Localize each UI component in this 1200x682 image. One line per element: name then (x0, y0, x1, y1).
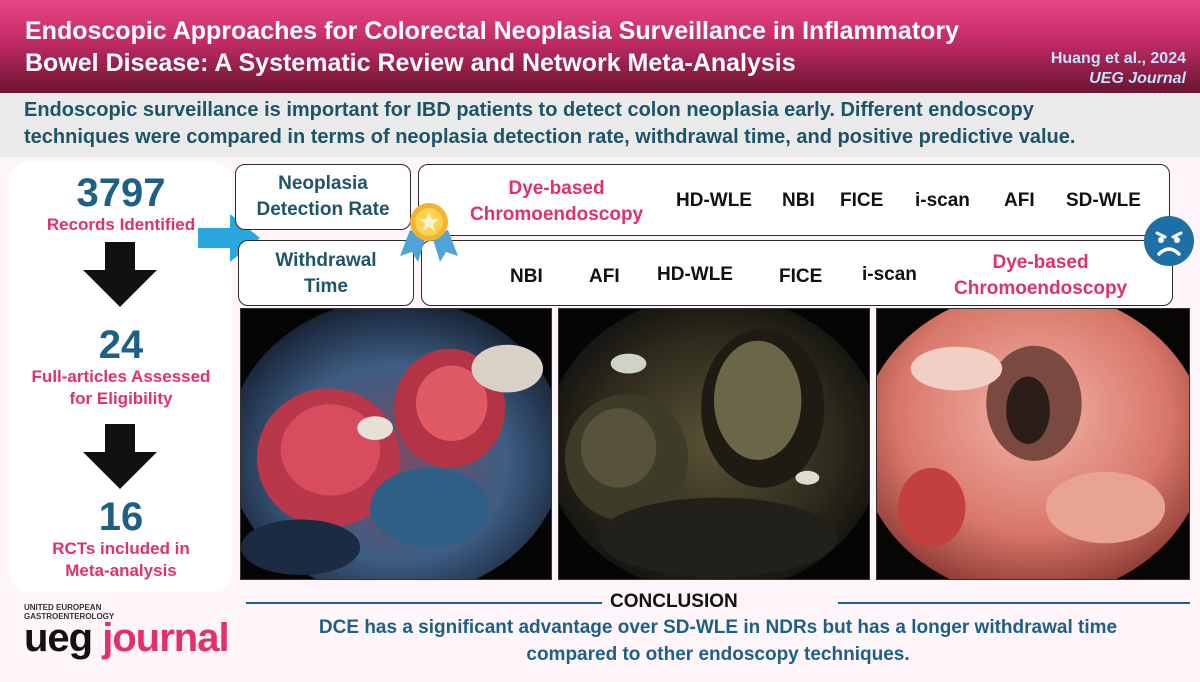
page-title: Endoscopic Approaches for Colorectal Neo… (25, 15, 1025, 79)
ndr-rank-2: HD-WLE (676, 190, 752, 211)
ndr-label-box: Neoplasia Detection Rate (235, 164, 411, 230)
endoscopy-photo-white-light (876, 308, 1190, 580)
records-count: 3797 (76, 171, 166, 215)
withdrawal-label-box: Withdrawal Time (238, 240, 414, 306)
ndr-rank-5: i-scan (915, 190, 970, 211)
logo-organization: UNITED EUROPEAN GASTROENTEROLOGY (24, 603, 114, 621)
withdrawal-rank-3: HD-WLE (657, 264, 733, 285)
title-line-2: Bowel Disease: A Systematic Review and N… (25, 49, 796, 77)
intro-line-1: Endoscopic surveillance is important for… (24, 99, 1034, 121)
flow-step-assessed: 24 Full-articles Assessed for Eligibilit… (10, 324, 232, 410)
citation: Huang et al., 2024 UEG Journal (1051, 49, 1186, 89)
assessed-label-1: Full-articles Assessed (31, 367, 211, 386)
conclusion-line-2: compared to other endoscopy techniques. (526, 644, 910, 665)
endoscopy-photo-nbi (558, 308, 870, 580)
withdrawal-rank-2: AFI (589, 266, 620, 287)
intro-line-2: techniques were compared in terms of neo… (24, 126, 1076, 148)
withdrawal-rank-6: Dye-based Chromoendoscopy (954, 250, 1127, 302)
endoscopy-photo-dye-based (240, 308, 552, 580)
sad-face-icon (1144, 216, 1194, 266)
ueg-journal-logo: ueg journal (24, 614, 230, 662)
logo-small-line-1: UNITED EUROPEAN (24, 603, 102, 612)
included-label-2: Meta-analysis (65, 561, 177, 580)
records-label: Records Identified (46, 215, 196, 234)
included-label-1: RCTs included in (52, 539, 190, 558)
withdrawal-rank-1: NBI (510, 266, 543, 287)
ndr-rank-7: SD-WLE (1066, 190, 1141, 211)
conclusion-title: CONCLUSION (610, 591, 738, 612)
assessed-label-2: for Eligibility (69, 389, 173, 408)
flow-step-included: 16 RCTs included in Meta-analysis (10, 496, 232, 582)
conclusion-rule-left (246, 602, 602, 604)
citation-author: Huang et al., 2024 (1050, 50, 1186, 67)
ndr-label-line-2: Detection Rate (256, 199, 390, 220)
intro-text: Endoscopic surveillance is important for… (0, 93, 1200, 157)
award-ribbon-icon (400, 203, 458, 262)
withdrawal-label-line-2: Time (303, 276, 348, 297)
logo-word-ueg: ueg (24, 616, 93, 660)
logo-word-journal: journal (102, 616, 229, 660)
ndr-rank-6: AFI (1004, 190, 1035, 211)
flow-step-records: 3797 Records Identified (10, 172, 232, 236)
ndr-rank-3: NBI (782, 190, 815, 211)
ndr-rank-1-line-2: Chromoendoscopy (470, 204, 644, 225)
logo-small-line-2: GASTROENTEROLOGY (24, 612, 115, 621)
study-flow-panel: 3797 Records Identified 24 Full-articles… (10, 162, 232, 592)
down-arrow-icon (83, 242, 157, 307)
down-arrow-icon (83, 424, 157, 489)
assessed-count: 24 (98, 323, 144, 367)
ndr-label-line-1: Neoplasia (278, 173, 368, 194)
withdrawal-label-line-1: Withdrawal (275, 250, 377, 271)
conclusion-line-1: DCE has a significant advantage over SD-… (318, 617, 1118, 638)
ndr-ranking-box (418, 164, 1170, 236)
included-count: 16 (98, 495, 144, 539)
conclusion-text: DCE has a significant advantage over SD-… (246, 614, 1190, 668)
ndr-rank-4: FICE (840, 190, 884, 211)
citation-journal: UEG Journal (1089, 70, 1186, 87)
header-banner: Endoscopic Approaches for Colorectal Neo… (0, 0, 1200, 93)
withdrawal-rank-4: FICE (779, 266, 823, 287)
withdrawal-ranking-box (421, 240, 1173, 306)
conclusion-rule-right (838, 602, 1190, 604)
ndr-rank-1: Dye-based Chromoendoscopy (470, 176, 643, 228)
withdrawal-rank-6-line-2: Chromoendoscopy (954, 278, 1128, 299)
withdrawal-rank-6-line-1: Dye-based (992, 252, 1089, 273)
withdrawal-rank-5: i-scan (862, 264, 917, 285)
title-line-1: Endoscopic Approaches for Colorectal Neo… (25, 17, 960, 45)
ndr-rank-1-line-1: Dye-based (508, 178, 605, 199)
